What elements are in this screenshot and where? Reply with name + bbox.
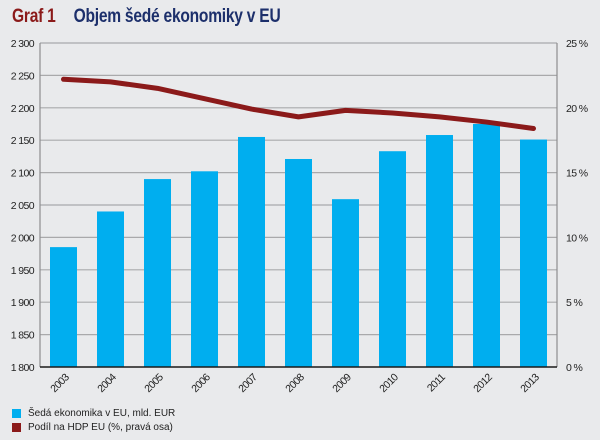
bar <box>97 211 124 367</box>
y-right-tick-label: 15 % <box>566 168 588 180</box>
x-tick-label: 2003 <box>48 371 72 395</box>
legend-swatch-line <box>12 422 21 432</box>
chart-title: Graf 1 Objem šedé ekonomiky v EU <box>12 6 281 28</box>
x-tick-label: 2008 <box>283 371 307 395</box>
x-tick-label: 2011 <box>425 371 448 394</box>
graph-number: Graf 1 <box>12 6 56 27</box>
bar <box>332 199 359 367</box>
y-left-tick-label: 2 200 <box>11 103 35 115</box>
y-left-tick-label: 2 250 <box>11 70 35 82</box>
y-left-tick-label: 1 950 <box>11 265 35 277</box>
legend-item-line: Podíl na HDP EU (%, pravá osa) <box>12 420 175 434</box>
legend-label-bars: Šedá ekonomika v EU, mld. EUR <box>28 407 176 419</box>
legend-label-line: Podíl na HDP EU (%, pravá osa) <box>28 421 173 433</box>
y-right-tick-label: 25 % <box>566 38 588 50</box>
bar <box>379 151 406 367</box>
bar <box>144 179 171 367</box>
y-left-tick-label: 2 050 <box>11 200 35 212</box>
y-right-tick-label: 5 % <box>566 297 583 309</box>
x-tick-label: 2005 <box>142 371 166 395</box>
x-tick-label: 2013 <box>518 371 542 395</box>
x-tick-label: 2006 <box>189 371 213 395</box>
line-series <box>61 76 536 132</box>
legend-swatch-bars <box>12 408 21 418</box>
y-right-tick-label: 10 % <box>566 232 588 244</box>
legend: Šedá ekonomika v EU, mld. EUR Podíl na H… <box>12 406 175 434</box>
bar <box>238 136 265 367</box>
legend-item-bars: Šedá ekonomika v EU, mld. EUR <box>12 406 175 420</box>
x-tick-label: 2004 <box>95 371 119 395</box>
x-tick-label: 2009 <box>330 371 354 395</box>
x-tick-label: 2007 <box>236 371 260 395</box>
y-left-tick-label: 2 000 <box>11 232 35 244</box>
y-right-tick-label: 0 % <box>566 362 583 374</box>
bar <box>520 139 547 367</box>
y-left-tick-label: 1 800 <box>11 362 35 374</box>
y-left-tick-label: 1 900 <box>11 297 35 309</box>
y-left-tick-label: 2 100 <box>11 168 35 180</box>
bar <box>426 135 453 367</box>
graph-title: Objem šedé ekonomiky v EU <box>73 6 281 27</box>
bar <box>473 124 500 367</box>
x-tick-label: 2012 <box>471 371 495 395</box>
bar <box>50 247 77 367</box>
y-left-tick-label: 2 150 <box>11 135 35 147</box>
bar <box>285 158 312 367</box>
y-left-tick-label: 2 300 <box>11 38 35 50</box>
x-tick-label: 2010 <box>377 371 401 395</box>
bar <box>191 171 218 367</box>
y-right-tick-label: 20 % <box>566 103 588 115</box>
y-left-tick-label: 1 850 <box>11 330 35 342</box>
